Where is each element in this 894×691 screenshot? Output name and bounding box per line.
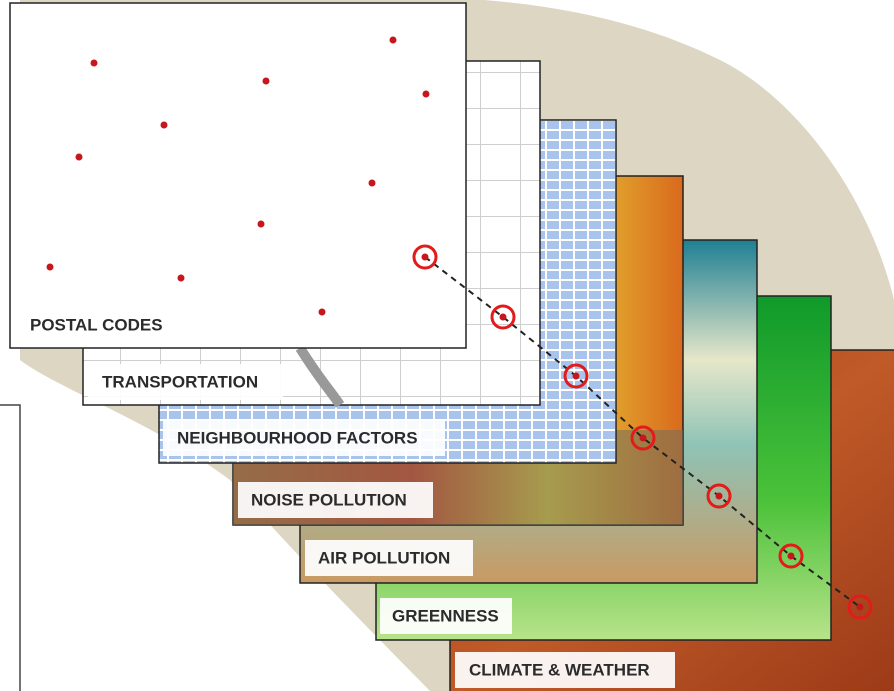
link-line <box>412 244 873 620</box>
side-panel <box>0 404 21 691</box>
layer-label: POSTAL CODES <box>30 315 163 334</box>
layer-label: AIR POLLUTION <box>318 548 450 567</box>
layer-label: NOISE POLLUTION <box>251 490 407 509</box>
layer-label: TRANSPORTATION <box>102 372 258 391</box>
layer-postal: POSTAL CODES <box>9 2 467 349</box>
layer-label: CLIMATE & WEATHER <box>469 660 650 679</box>
layer-label: NEIGHBOURHOOD FACTORS <box>177 428 418 447</box>
layer-label: GREENNESS <box>392 606 499 625</box>
